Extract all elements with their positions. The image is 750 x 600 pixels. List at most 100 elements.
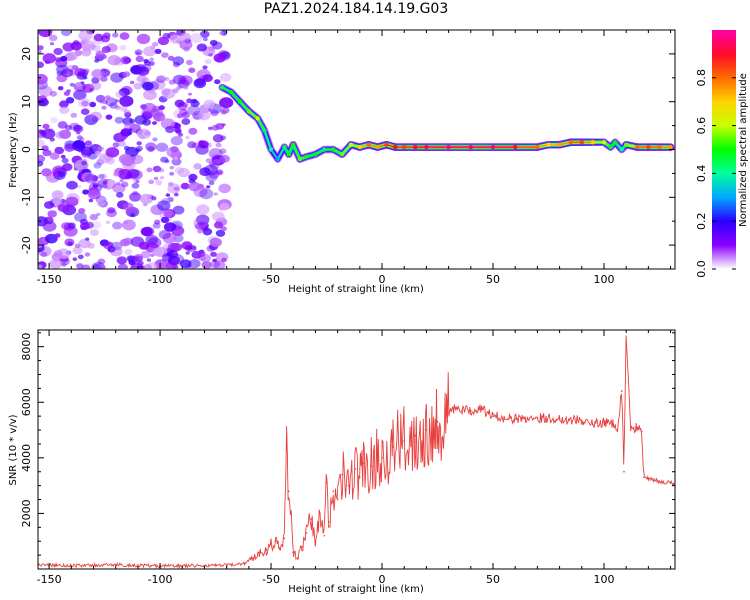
noise-blob xyxy=(95,150,101,156)
ridge-segment xyxy=(292,143,301,160)
y-tick-label: 10 xyxy=(20,95,33,109)
ridge-point xyxy=(268,147,274,152)
noise-blob xyxy=(151,79,166,90)
snr-point xyxy=(620,390,623,392)
noise-blob xyxy=(209,237,222,247)
noise-blob xyxy=(139,193,154,204)
snr-point xyxy=(612,423,614,426)
noise-blob xyxy=(208,148,223,160)
noise-blob xyxy=(128,118,136,124)
noise-blob xyxy=(116,181,121,186)
ridge-point xyxy=(313,152,318,157)
ridge-segment xyxy=(263,129,272,151)
noise-blob xyxy=(175,129,182,135)
noise-blob xyxy=(170,136,183,146)
snr-point xyxy=(225,564,228,567)
noise-blob xyxy=(221,257,227,263)
noise-blob xyxy=(90,81,102,91)
noise-blob xyxy=(73,89,87,100)
noise-blob xyxy=(116,256,128,265)
noise-blob xyxy=(177,167,190,178)
noise-blob xyxy=(107,207,116,214)
noise-blob xyxy=(49,90,58,97)
noise-blob xyxy=(142,102,157,114)
ridge-point xyxy=(375,144,380,150)
noise-blob xyxy=(136,141,142,146)
noise-blob xyxy=(221,123,226,127)
snr-point xyxy=(370,465,372,468)
snr-point xyxy=(640,430,643,433)
ridge-point xyxy=(635,144,640,150)
snr-point xyxy=(470,409,472,412)
noise-blob xyxy=(109,246,123,257)
noise-blob xyxy=(158,229,171,240)
noise-blob xyxy=(118,87,130,97)
noise-blob xyxy=(117,263,128,269)
noise-blob xyxy=(208,264,215,269)
colorbar-ticks: 0.0 0.2 0.4 0.6 0.8 xyxy=(695,69,736,278)
noise-blob xyxy=(135,180,140,184)
x-tick-label: 100 xyxy=(593,573,614,586)
snr-point xyxy=(314,543,317,545)
colorbar-tick-label: 0.0 xyxy=(695,260,708,278)
noise-blob xyxy=(212,258,217,263)
noise-blob xyxy=(59,100,69,108)
snr-frame xyxy=(37,329,676,570)
snr-y-label: SNR (10 * v/v) xyxy=(8,414,19,485)
noise-blob xyxy=(201,225,209,232)
noise-blob xyxy=(134,115,148,125)
noise-blob xyxy=(183,86,188,90)
noise-blob xyxy=(64,143,75,152)
noise-blob xyxy=(177,113,183,118)
noise-blob xyxy=(208,53,214,57)
ridge-segment xyxy=(256,117,266,132)
noise-blob xyxy=(220,109,227,115)
noise-blob xyxy=(113,171,120,177)
noise-blob xyxy=(148,179,155,185)
noise-blob xyxy=(155,142,169,152)
noise-blob xyxy=(61,157,69,164)
chart-title: PAZ1.2024.184.14.19.G03 xyxy=(263,1,449,17)
noise-blob xyxy=(127,168,140,179)
ridge-point xyxy=(446,144,451,150)
snr-point xyxy=(354,468,357,470)
noise-blob xyxy=(65,196,79,207)
noise-blob xyxy=(130,263,144,269)
noise-blob xyxy=(193,78,207,89)
ridge-point xyxy=(668,144,673,150)
noise-blob xyxy=(38,74,48,85)
noise-blob xyxy=(210,109,219,117)
noise-blob xyxy=(219,202,230,211)
ridge-point xyxy=(612,140,618,145)
noise-blob xyxy=(112,183,126,194)
snr-point xyxy=(592,423,594,426)
noise-blob xyxy=(193,217,208,229)
noise-blob xyxy=(153,176,159,181)
noise-blob xyxy=(42,123,50,130)
noise-blob xyxy=(116,192,124,198)
noise-blob xyxy=(107,55,121,66)
snr-point xyxy=(454,407,457,409)
snr-point xyxy=(296,557,299,559)
noise-blob xyxy=(57,86,64,91)
noise-blob xyxy=(172,88,179,94)
noise-blob xyxy=(42,149,52,157)
spectrogram-y-label: Frequency (Hz) xyxy=(8,112,19,188)
noise-blob xyxy=(203,37,208,42)
noise-blob xyxy=(123,109,131,116)
noise-blob xyxy=(142,81,154,91)
noise-blob xyxy=(146,258,152,262)
noise-blob xyxy=(112,221,123,230)
noise-blob xyxy=(105,147,120,158)
snr-ticks: -150 -100 -50 0 50 100 2000 4000 6000 8000 xyxy=(20,330,675,586)
snr-point xyxy=(414,434,417,437)
noise-blob xyxy=(54,146,64,155)
noise-blob xyxy=(72,257,78,262)
noise-blob xyxy=(38,30,53,38)
noise-blob xyxy=(122,202,134,211)
noise-blob xyxy=(109,102,118,109)
ridge-point xyxy=(557,142,562,147)
snr-point xyxy=(603,420,605,423)
noise-blob xyxy=(154,259,168,269)
noise-blob xyxy=(185,251,190,255)
